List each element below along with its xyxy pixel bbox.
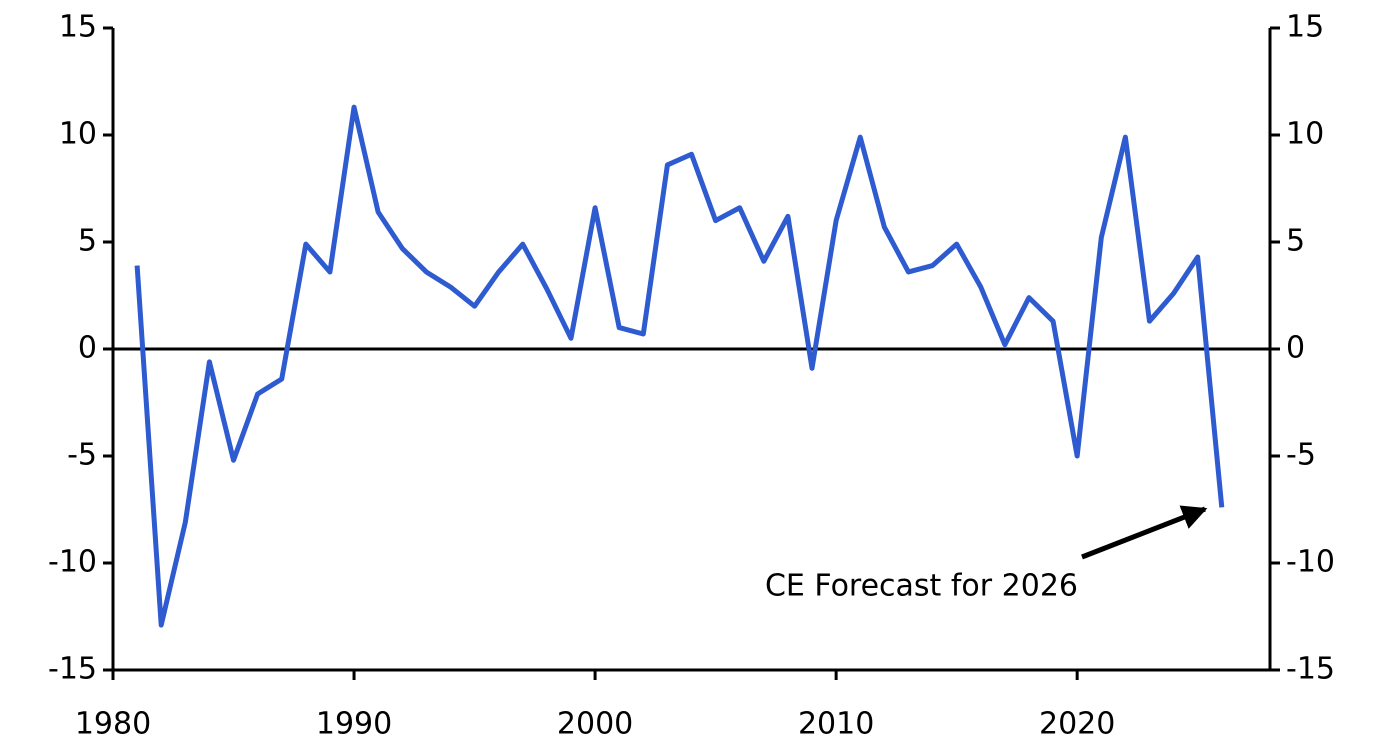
y2-tick-label: 0 [1286, 331, 1305, 366]
y2-tick-label: -15 [1286, 652, 1335, 687]
y-tick-label: -5 [67, 438, 97, 473]
x-tick-label: 2000 [557, 707, 633, 742]
x-tick-label: 2020 [1039, 707, 1115, 742]
x-tick-label: 1980 [75, 707, 151, 742]
y-tick-label: 0 [78, 331, 97, 366]
y-tick-label: 15 [59, 10, 97, 45]
y-tick-label: -10 [48, 545, 97, 580]
line-series [134, 104, 1225, 628]
y-tick-label: 10 [59, 117, 97, 152]
y2-tick-label: 5 [1286, 224, 1305, 259]
y2-tick-label: 15 [1286, 10, 1324, 45]
annotation-arrow [1081, 505, 1208, 560]
x-tick-label: 1990 [316, 707, 392, 742]
x-tick-label: 2010 [798, 707, 874, 742]
y2-tick-label: -5 [1286, 438, 1316, 473]
y2-tick-label: 10 [1286, 117, 1324, 152]
y-tick-label: -15 [48, 652, 97, 687]
y2-tick-label: -10 [1286, 545, 1335, 580]
annotation: CE Forecast for 2026 [765, 569, 1078, 604]
y-tick-label: 5 [78, 224, 97, 259]
